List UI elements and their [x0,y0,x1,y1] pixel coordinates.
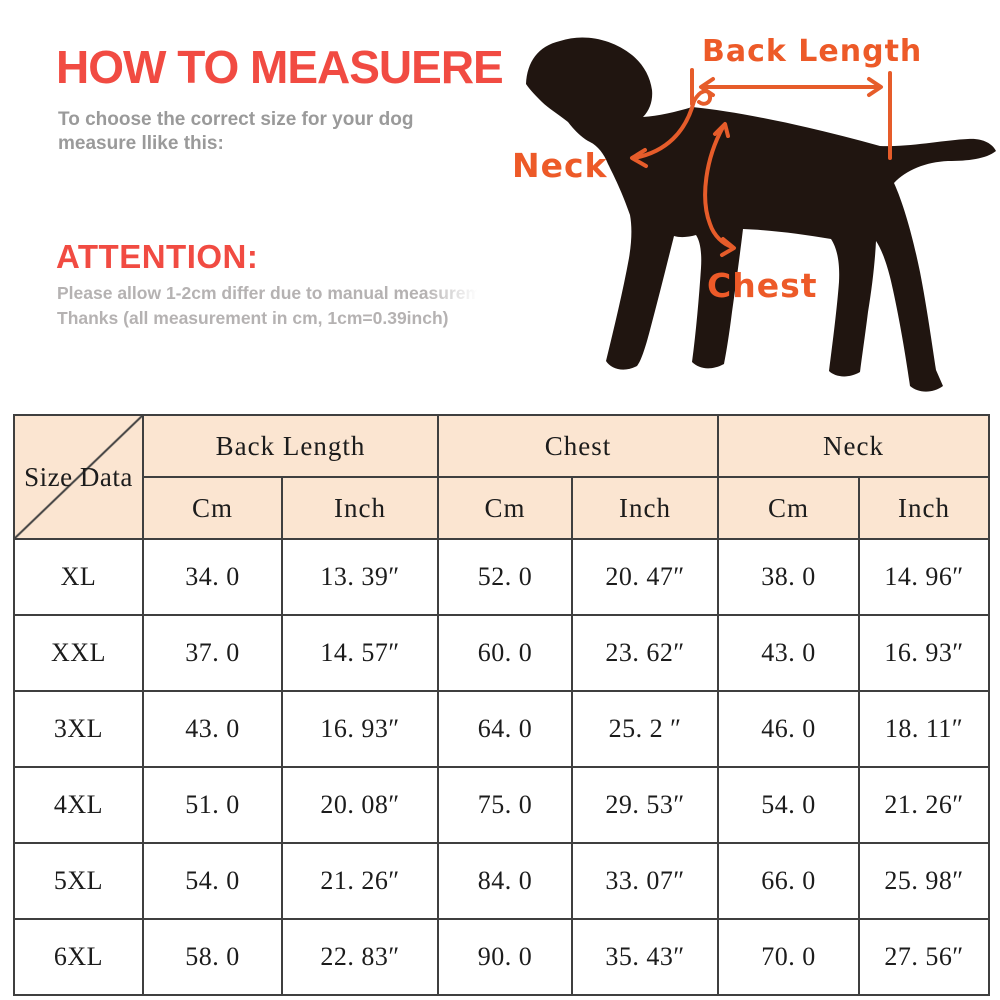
measurement-cell: 16. 93″ [281,690,439,768]
group-header-neck: Neck [717,414,990,478]
back-length-label: Back Length [702,34,923,69]
chest-curve-top-arrowhead-icon [713,122,730,138]
table-row: XL 34. 0 13. 39″ 52. 0 20. 47″ 38. 0 14. 96″ [13,538,990,616]
measurement-cell: 58. 0 [142,918,283,996]
row-size-label: 6XL [13,918,144,996]
attention-line-2: Thanks (all measurement in cm, 1cm=0.39i… [57,308,449,328]
dog-silhouette [526,37,996,392]
measurement-cell: 43. 0 [717,614,860,692]
neck-curve [632,99,696,160]
unit-header-inch: Inch [571,476,719,540]
measurement-cell: 25. 98″ [858,842,990,920]
row-size-label: XXL [13,614,144,692]
measurement-cell: 66. 0 [717,842,860,920]
measurement-cell: 64. 0 [437,690,573,768]
unit-header-cm: Cm [437,476,573,540]
measurement-cell: 14. 57″ [281,614,439,692]
unit-header-cm: Cm [717,476,860,540]
group-header-chest: Chest [437,414,719,478]
row-size-label: 5XL [13,842,144,920]
neck-curve-arrowhead-icon [630,148,648,168]
measurement-cell: 37. 0 [142,614,283,692]
subtitle: To choose the correct size for your dog … [58,108,413,156]
measurement-cell: 13. 39″ [281,538,439,616]
chest-curve [703,125,734,249]
measurement-cell: 75. 0 [437,766,573,844]
unit-header-inch: Inch [858,476,990,540]
subtitle-line-1: To choose the correct size for your dog [58,109,414,130]
table-row: 6XL 58. 0 22. 83″ 90. 0 35. 43″ 70. 0 27. 56″ [13,918,990,996]
neck-label: Neck [512,146,608,185]
size-table: Size Data Back Length Chest Neck Cm Inch… [13,414,990,996]
measurement-cell: 27. 56″ [858,918,990,996]
measurement-cell: 51. 0 [142,766,283,844]
measurement-cell: 46. 0 [717,690,860,768]
measurement-cell: 54. 0 [142,842,283,920]
measurement-cell: 84. 0 [437,842,573,920]
measurement-cell: 34. 0 [142,538,283,616]
measurement-cell: 20. 08″ [281,766,439,844]
measurement-cell: 20. 47″ [571,538,719,616]
measurement-cell: 70. 0 [717,918,860,996]
table-row: 5XL 54. 0 21. 26″ 84. 0 33. 07″ 66. 0 25. 98″ [13,842,990,920]
neck-curve-curl-icon [692,89,713,106]
chest-curve-bottom-arrowhead-icon [720,237,736,257]
measurement-cell: 54. 0 [717,766,860,844]
measurement-cell: 43. 0 [142,690,283,768]
unit-header-inch: Inch [281,476,439,540]
row-size-label: XL [13,538,144,616]
measurement-cell: 21. 26″ [858,766,990,844]
measurement-cell: 38. 0 [717,538,860,616]
attention-line-1: Please allow 1-2cm differ due to manual … [57,281,489,306]
table-row: 4XL 51. 0 20. 08″ 75. 0 29. 53″ 54. 0 21. 26″ [13,766,990,844]
attention-title: ATTENTION: [56,238,259,275]
measurement-cell: 18. 11″ [858,690,990,768]
measurement-cell: 35. 43″ [571,918,719,996]
measurement-cell: 22. 83″ [281,918,439,996]
measurement-cell: 25. 2 ″ [571,690,719,768]
group-header-back-length: Back Length [142,414,439,478]
subtitle-line-2: measure llike this: [58,133,224,154]
chest-label: Chest [707,266,818,305]
measurement-cell: 14. 96″ [858,538,990,616]
measurement-cell: 23. 62″ [571,614,719,692]
measurement-cell: 33. 07″ [571,842,719,920]
table-row: XXL 37. 0 14. 57″ 60. 0 23. 62″ 43. 0 16. 93″ [13,614,990,692]
measurement-cell: 90. 0 [437,918,573,996]
table-row: 3XL 43. 0 16. 93″ 64. 0 25. 2 ″ 46. 0 18. 11″ [13,690,990,768]
dog-diagram-svg [526,37,996,392]
measurement-cell: 60. 0 [437,614,573,692]
attention-body: Please allow 1-2cm differ due to manual … [57,281,489,331]
measurement-cell: 52. 0 [437,538,573,616]
row-size-label: 4XL [13,766,144,844]
row-size-label: 3XL [13,690,144,768]
arrowhead-right-icon [867,77,883,97]
measurement-cell: 16. 93″ [858,614,990,692]
measurement-cell: 29. 53″ [571,766,719,844]
corner-cell: Size Data [13,414,144,540]
unit-header-cm: Cm [142,476,283,540]
page-title: HOW TO MEASUERE [56,41,504,93]
size-table-body: XL 34. 0 13. 39″ 52. 0 20. 47″ 38. 0 14. 96″ XX… [13,538,990,996]
measurement-diagram: Back Length Neck Chest [480,0,1000,420]
measurement-cell: 21. 26″ [281,842,439,920]
